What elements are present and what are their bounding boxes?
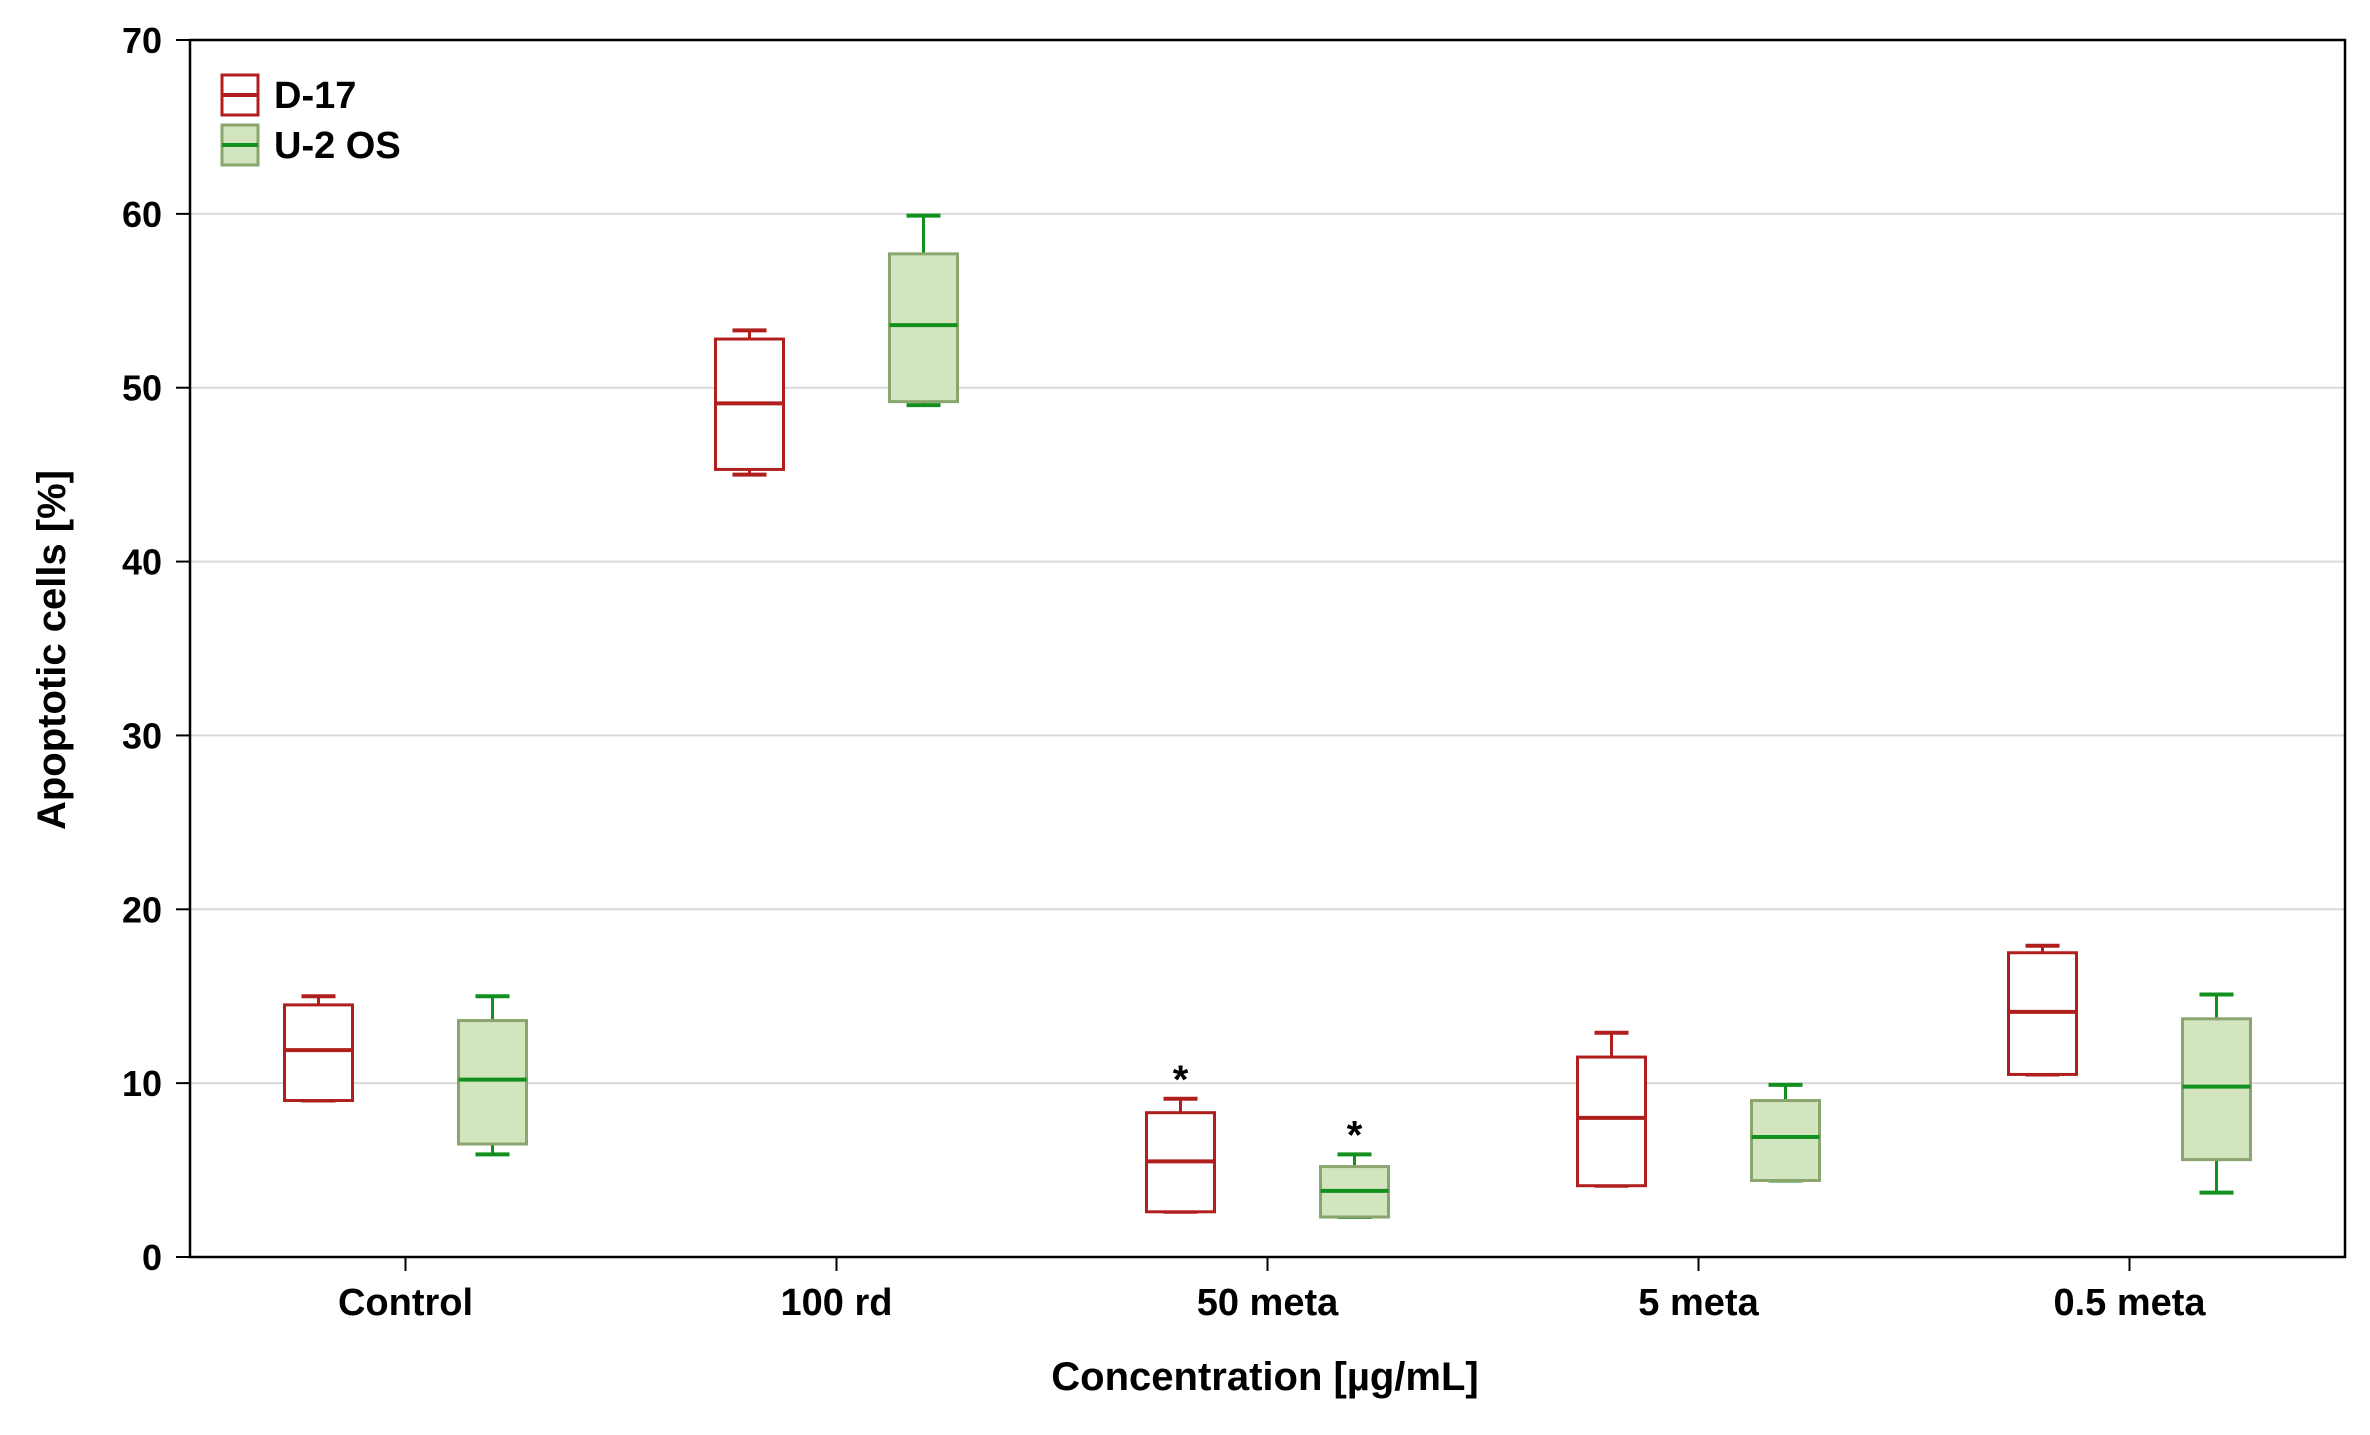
significance-asterisk: * <box>1347 1113 1363 1157</box>
y-tick-label: 20 <box>122 889 162 930</box>
x-tick-label: Control <box>338 1282 473 1324</box>
axes <box>176 38 2347 1271</box>
labels: Concentration [µg/mL] Apoptotic cells [%… <box>30 20 2206 1399</box>
significance-asterisk: * <box>1173 1058 1189 1102</box>
box-iqr <box>1750 1099 1821 1183</box>
legend-label: U-2 OS <box>274 125 401 167</box>
box-iqr <box>2181 1017 2252 1162</box>
x-axis-title: Concentration [µg/mL] <box>1051 1355 1478 1399</box>
y-tick-label: 30 <box>122 715 162 756</box>
legend-label: D-17 <box>274 75 356 117</box>
box-d-17 <box>283 994 354 1103</box>
y-tick-label: 70 <box>122 20 162 61</box>
legend-item: U-2 OS <box>220 123 401 167</box>
gridlines <box>190 212 2345 1085</box>
legend-item: D-17 <box>220 73 356 117</box>
y-tick-label: 0 <box>142 1237 162 1278</box>
box-u-2-os <box>1319 1152 1390 1220</box>
box-iqr <box>283 1003 354 1103</box>
x-tick-label: 5 meta <box>1638 1282 1759 1324</box>
x-tick-label: 50 meta <box>1197 1282 1339 1324</box>
x-tick-label: 100 rd <box>781 1282 893 1324</box>
box-iqr <box>1576 1055 1647 1188</box>
y-tick-label: 50 <box>122 368 162 409</box>
box-u-2-os <box>457 994 528 1157</box>
box-iqr <box>888 252 959 404</box>
y-tick-label: 40 <box>122 542 162 583</box>
box-d-17 <box>714 328 785 477</box>
x-tick-label: 0.5 meta <box>2053 1282 2206 1324</box>
y-axis-title: Apoptotic cells [%] <box>30 470 74 830</box>
box-d-17 <box>2007 943 2078 1077</box>
box-iqr <box>457 1019 528 1146</box>
box-d-17 <box>1576 1030 1647 1188</box>
box-u-2-os <box>1750 1082 1821 1183</box>
box-d-17 <box>1145 1096 1216 1214</box>
y-tick-label: 10 <box>122 1063 162 1104</box>
box-u-2-os <box>2181 992 2252 1195</box>
legend: D-17 U-2 OS <box>220 73 401 167</box>
boxes <box>283 213 2252 1220</box>
box-u-2-os <box>888 213 959 408</box>
y-tick-label: 60 <box>122 194 162 235</box>
